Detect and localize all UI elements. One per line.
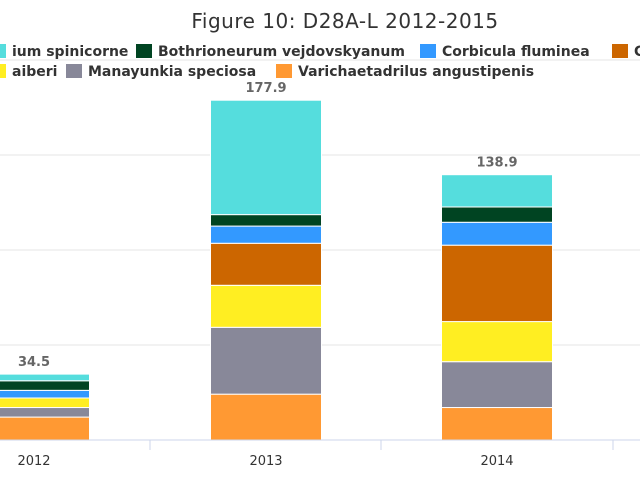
legend-swatch <box>66 64 82 78</box>
x-axis: 2012 2013 2014 <box>0 439 640 469</box>
x-tick-label-2014: 2014 <box>480 454 513 469</box>
bar-segment-2014-1 <box>441 361 553 409</box>
bar-segment-2014-5 <box>441 206 553 223</box>
total-label-2014: 138.9 <box>476 156 517 171</box>
legend-item[interactable]: Corbicula fluminea <box>420 44 590 60</box>
x-tick-label-2012: 2012 <box>17 454 50 469</box>
bar-segment-2014-0 <box>441 407 553 441</box>
bar-segment-2013-6 <box>210 99 322 216</box>
legend-label: Manayunkia speciosa <box>88 64 256 80</box>
bar-segment-2012-6 <box>0 373 90 382</box>
legend-swatch <box>276 64 292 78</box>
bar-segment-2013-2 <box>210 284 322 328</box>
legend-item[interactable]: Manayunkia speciosa <box>66 64 256 80</box>
bar-segment-2012-1 <box>0 407 90 418</box>
bar-segment-2014-2 <box>441 321 553 363</box>
total-labels: 34.5 177.9 138.9 <box>18 81 518 370</box>
bar-segment-2012-5 <box>0 380 90 391</box>
bar-segment-2014-3 <box>441 244 553 323</box>
legend-swatch <box>0 64 6 78</box>
legend-swatch <box>0 44 6 58</box>
bar-segment-2012-4 <box>0 389 90 399</box>
bar-segment-2013-3 <box>210 242 322 286</box>
legend-swatch <box>612 44 628 58</box>
legend-swatch <box>136 44 152 58</box>
legend-label: Corbicula fluminea <box>442 44 590 60</box>
bar-segment-2014-4 <box>441 221 553 246</box>
legend-label: Bothrioneurum vejdovskyanum <box>158 44 405 60</box>
chart-title: Figure 10: D28A-L 2012-2015 <box>191 9 498 33</box>
legend-item[interactable]: Bothrioneurum vejdovskyanum <box>136 44 405 60</box>
total-label-2012: 34.5 <box>18 355 50 370</box>
legend-label: Varichaetadrilus angustipenis <box>298 64 534 80</box>
total-label-2013: 177.9 <box>245 81 286 96</box>
legend-label: ium spinicorne <box>12 44 128 60</box>
legend-item[interactable]: ium spinicorne <box>0 44 128 60</box>
legend: ium spinicorne Bothrioneurum vejdovskyanu… <box>0 44 640 80</box>
legend-item[interactable]: C <box>612 44 640 60</box>
legend-label: C <box>634 44 640 60</box>
legend-label: aiberi <box>12 64 57 80</box>
bar-segment-2012-2 <box>0 397 90 409</box>
bar-segment-2012-0 <box>0 416 90 441</box>
bar-segment-2013-1 <box>210 326 322 395</box>
bar-segment-2013-4 <box>210 225 322 244</box>
legend-item[interactable]: Varichaetadrilus angustipenis <box>276 64 534 80</box>
bar-segment-2014-6 <box>441 174 553 208</box>
bars <box>0 99 553 441</box>
bar-segment-2013-5 <box>210 214 322 227</box>
legend-item[interactable]: aiberi <box>0 64 57 80</box>
x-tick-label-2013: 2013 <box>249 454 282 469</box>
bar-segment-2013-0 <box>210 393 322 441</box>
legend-swatch <box>420 44 436 58</box>
